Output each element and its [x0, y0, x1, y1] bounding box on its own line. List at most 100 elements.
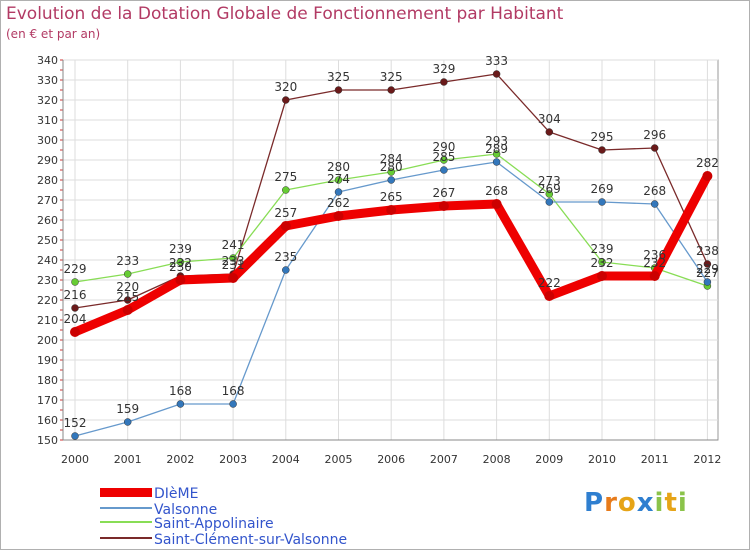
- data-label: 231: [222, 258, 245, 272]
- data-label: 168: [222, 384, 245, 398]
- legend-swatch: [100, 537, 152, 539]
- legend-swatch: [100, 521, 152, 523]
- data-label: 262: [327, 196, 350, 210]
- data-point: [387, 176, 395, 184]
- data-point: [702, 171, 713, 181]
- y-tick-label: 220: [37, 294, 58, 307]
- data-point: [334, 188, 343, 196]
- data-label: 284: [380, 152, 403, 166]
- y-tick-label: 310: [37, 114, 58, 127]
- data-point: [703, 278, 712, 286]
- y-tick-label: 200: [37, 334, 58, 347]
- data-point: [440, 166, 448, 174]
- data-point: [544, 291, 555, 301]
- data-label: 320: [274, 80, 297, 94]
- data-label: 233: [116, 254, 139, 268]
- y-tick-label: 290: [37, 154, 58, 167]
- logo-letter: i: [654, 488, 665, 518]
- data-label: 233: [222, 254, 245, 268]
- data-point: [650, 144, 659, 152]
- data-point: [438, 201, 449, 211]
- data-label: 289: [485, 142, 508, 156]
- logo-letter: P: [584, 488, 605, 518]
- data-point: [387, 86, 395, 94]
- legend-swatch: [100, 487, 152, 497]
- x-tick-label: 2008: [483, 453, 511, 466]
- data-label: 241: [222, 238, 245, 252]
- x-tick-label: 2005: [325, 453, 353, 466]
- data-point: [122, 305, 133, 315]
- data-label: 265: [380, 190, 403, 204]
- data-label: 280: [327, 160, 350, 174]
- data-point: [491, 199, 502, 209]
- data-point: [334, 176, 343, 184]
- data-point: [440, 156, 448, 164]
- logo-letter: t: [664, 488, 678, 518]
- data-label: 333: [485, 54, 508, 68]
- data-label: 152: [64, 416, 87, 430]
- data-point: [282, 266, 290, 274]
- data-label: 235: [274, 250, 297, 264]
- data-point: [598, 146, 606, 154]
- y-tick-label: 270: [37, 194, 58, 207]
- data-label: 329: [432, 62, 455, 76]
- legend-label: Valsonne: [154, 502, 218, 518]
- data-label: 232: [591, 256, 614, 270]
- data-point: [492, 158, 501, 166]
- data-label: 227: [696, 266, 719, 280]
- y-tick-label: 340: [37, 54, 58, 67]
- data-point: [175, 275, 186, 285]
- proxiti-logo: Proxiti: [584, 488, 688, 518]
- x-tick-label: 2001: [114, 453, 142, 466]
- data-label: 216: [64, 288, 87, 302]
- logo-letter: x: [636, 488, 655, 518]
- logo-letter: o: [617, 488, 637, 518]
- data-label: 273: [538, 174, 561, 188]
- x-tick-label: 2007: [430, 453, 458, 466]
- data-label: 229: [64, 262, 87, 276]
- chart-title: Evolution de la Dotation Globale de Fonc…: [6, 4, 564, 24]
- y-tick-label: 230: [37, 274, 58, 287]
- x-tick-label: 2012: [693, 453, 721, 466]
- logo-letter: r: [604, 488, 618, 518]
- data-point: [70, 327, 80, 337]
- data-point: [176, 258, 185, 266]
- data-label: 296: [643, 128, 666, 142]
- y-tick-label: 320: [37, 94, 58, 107]
- data-point: [492, 70, 501, 78]
- data-point: [333, 211, 344, 221]
- y-tick-label: 190: [37, 354, 58, 367]
- logo-letter: i: [677, 488, 688, 518]
- chart-subtitle: (en € et par an): [6, 27, 101, 41]
- data-label: 239: [591, 242, 614, 256]
- data-label: 274: [327, 172, 350, 186]
- data-label: 269: [538, 182, 561, 196]
- x-tick-label: 2004: [272, 453, 300, 466]
- data-label: 204: [64, 312, 87, 326]
- data-point: [649, 271, 660, 281]
- x-tick-label: 2010: [588, 453, 616, 466]
- data-label: 230: [169, 260, 192, 274]
- data-label: 222: [538, 276, 561, 290]
- x-tick-label: 2006: [377, 453, 405, 466]
- plot-area: [62, 59, 719, 441]
- data-point: [229, 400, 237, 408]
- data-label: 285: [432, 150, 455, 164]
- x-tick-label: 2002: [166, 453, 194, 466]
- data-label: 159: [116, 402, 139, 416]
- y-tick-label: 150: [37, 434, 58, 447]
- data-label: 290: [432, 140, 455, 154]
- data-label: 268: [643, 184, 666, 198]
- y-tick-label: 160: [37, 414, 58, 427]
- data-label: 220: [116, 280, 139, 294]
- data-label: 282: [696, 156, 719, 170]
- data-point: [71, 432, 79, 440]
- data-point: [386, 205, 397, 215]
- y-tick-label: 240: [37, 254, 58, 267]
- legend-label: DIèME: [154, 486, 199, 502]
- data-point: [176, 400, 185, 408]
- data-point: [703, 260, 712, 268]
- data-point: [71, 278, 79, 286]
- data-point: [282, 96, 290, 104]
- y-tick-label: 210: [37, 314, 58, 327]
